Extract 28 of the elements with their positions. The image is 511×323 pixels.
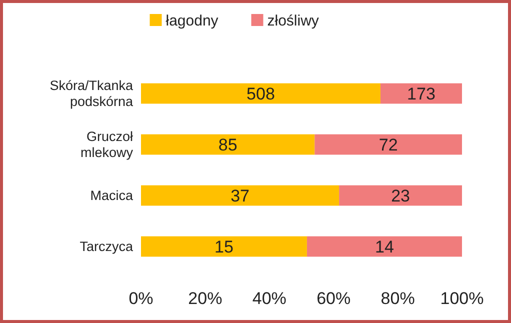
x-tick-label: 80% <box>380 288 415 308</box>
annotation: 173 <box>407 84 436 104</box>
bar <box>314 134 462 155</box>
x-tick-label: 100% <box>440 288 484 308</box>
x-tick-label: 40% <box>252 288 286 308</box>
legend-label: łagodny <box>166 12 219 30</box>
bar <box>141 83 380 104</box>
y-tick-label: Gruczoł mlekowy <box>80 129 134 160</box>
x-tick-label: 20% <box>188 288 222 308</box>
y-tick-label: Tarczyca <box>80 239 134 254</box>
bar <box>339 185 462 206</box>
bar <box>306 236 462 257</box>
annotation: 14 <box>375 237 394 256</box>
annotation: 15 <box>214 237 234 256</box>
annotation: 23 <box>391 186 410 206</box>
y-tick-label: Macica <box>90 188 134 204</box>
bar <box>141 236 307 257</box>
annotation: 37 <box>230 186 250 206</box>
annotation: 85 <box>218 135 238 154</box>
x-tick-label: 60% <box>316 288 351 308</box>
legend-label: złośliwy <box>267 12 320 30</box>
y-tick-label: Skóra/Tkanka podskórna <box>50 78 134 110</box>
annotation: 508 <box>246 84 275 104</box>
annotation: 72 <box>378 135 398 154</box>
bar <box>141 134 315 155</box>
bar <box>380 83 462 104</box>
bar <box>141 185 340 206</box>
x-tick-label: 0% <box>128 288 154 308</box>
